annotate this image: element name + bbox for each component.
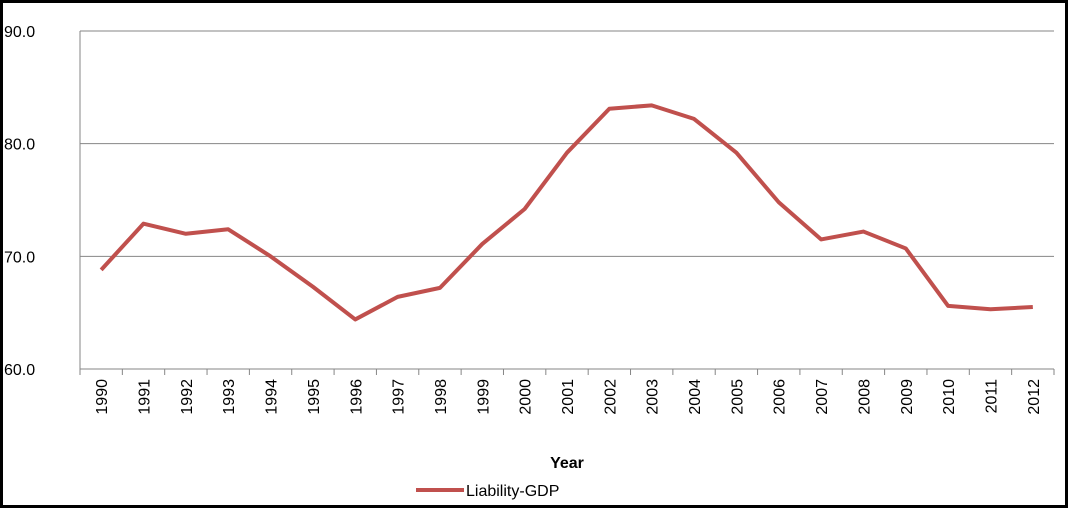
x-tick-label: 2005 — [729, 379, 746, 415]
legend-label: Liability-GDP — [466, 483, 559, 500]
x-tick-label: 1998 — [433, 379, 450, 415]
x-tick-label: 2004 — [687, 379, 704, 415]
x-tick-label: 1994 — [264, 379, 281, 415]
x-tick-label: 2001 — [560, 379, 577, 415]
x-tick-label: 2012 — [1026, 379, 1043, 415]
x-tick-label: 1997 — [391, 379, 408, 415]
x-tick-label: 1999 — [475, 379, 492, 415]
x-tick-label: 1995 — [306, 379, 323, 415]
x-tick-label: 1991 — [137, 379, 154, 415]
x-tick-label: 2003 — [645, 379, 662, 415]
x-tick-label: 1996 — [348, 379, 365, 415]
x-tick-label: 2009 — [899, 379, 916, 415]
x-tick-label: 2008 — [856, 379, 873, 415]
x-tick-label: 2010 — [941, 379, 958, 415]
y-tick-label: 90.0 — [4, 24, 35, 41]
y-tick-label: 70.0 — [4, 249, 35, 266]
y-tick-label: 60.0 — [4, 362, 35, 379]
y-tick-label: 80.0 — [4, 137, 35, 154]
x-tick-label: 1993 — [221, 379, 238, 415]
x-tick-label: 2007 — [814, 379, 831, 415]
x-tick-label: 2011 — [983, 379, 1000, 414]
x-tick-label: 1992 — [179, 379, 196, 415]
x-axis-title: Year — [550, 455, 584, 472]
x-tick-label: 2006 — [772, 379, 789, 415]
x-tick-label: 1990 — [94, 379, 111, 415]
line-series — [99, 103, 1033, 322]
x-tick-label: 2002 — [602, 379, 619, 415]
x-tick-label: 2000 — [518, 379, 535, 415]
